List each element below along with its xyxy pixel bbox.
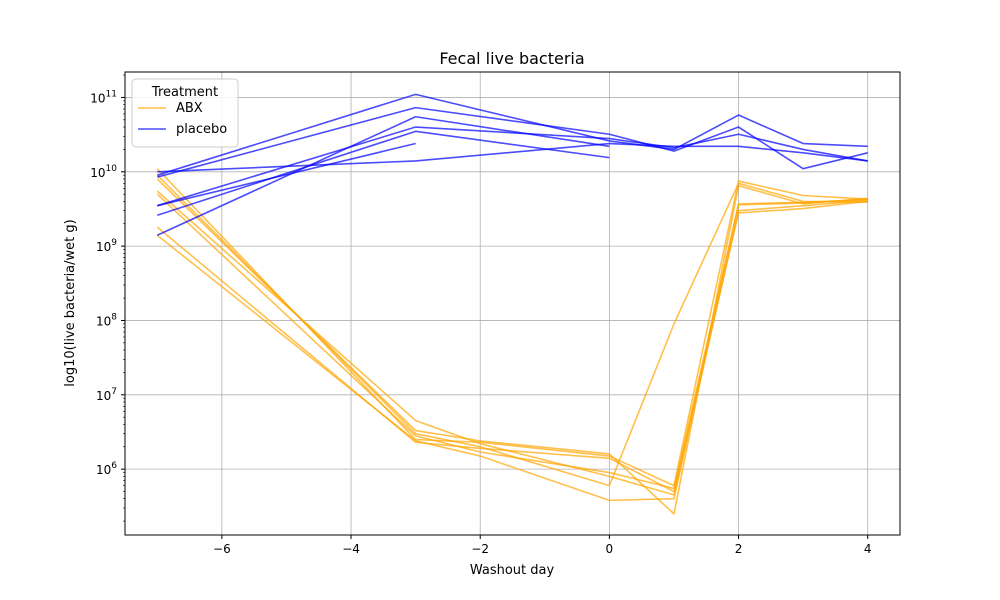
x-tick-label: −2 (471, 542, 489, 556)
series-line-placebo (156, 115, 610, 236)
y-tick-label: 109 (96, 238, 117, 254)
legend-title: Treatment (151, 85, 218, 100)
plot-area-frame (124, 71, 901, 536)
series-line-placebo (157, 93, 868, 176)
y-tick-label: 107 (96, 387, 117, 403)
series-line-placebo (157, 142, 416, 207)
x-tick-label: 2 (735, 542, 743, 556)
series-line-abx (156, 174, 868, 487)
y-tick-label: 106 (96, 461, 117, 477)
y-tick-label: 1010 (90, 164, 117, 180)
axis-ticks: −6 −4 −2 0 2 4 106 107 108 109 1010 1011 (90, 74, 872, 556)
series-line-abx (156, 193, 868, 490)
x-axis-label: Washout day (470, 563, 555, 578)
series-line-abx (156, 178, 868, 515)
x-tick-label: −6 (213, 542, 231, 556)
chart-title: Fecal live bacteria (439, 49, 584, 68)
series-lines (156, 93, 868, 515)
legend: Treatment ABX placebo (131, 78, 239, 148)
x-tick-label: −4 (342, 542, 360, 556)
legend-box (131, 78, 239, 148)
grid (125, 72, 900, 535)
legend-label-abx: ABX (176, 101, 203, 116)
legend-label-placebo: placebo (176, 122, 227, 137)
x-tick-label: 4 (864, 542, 872, 556)
y-tick-label: 108 (96, 312, 117, 328)
series-line-abx (156, 190, 868, 496)
y-tick-label: 1011 (90, 89, 117, 105)
series-line-placebo (157, 106, 868, 178)
y-axis-label: log10(live bacteria/wet g) (63, 219, 78, 386)
series-line-placebo (157, 130, 610, 217)
series-line-placebo (157, 142, 868, 173)
series-line-abx (156, 199, 868, 502)
series-line-abx (156, 168, 868, 487)
series-line-placebo (157, 126, 868, 207)
x-tick-label: 0 (606, 542, 614, 556)
